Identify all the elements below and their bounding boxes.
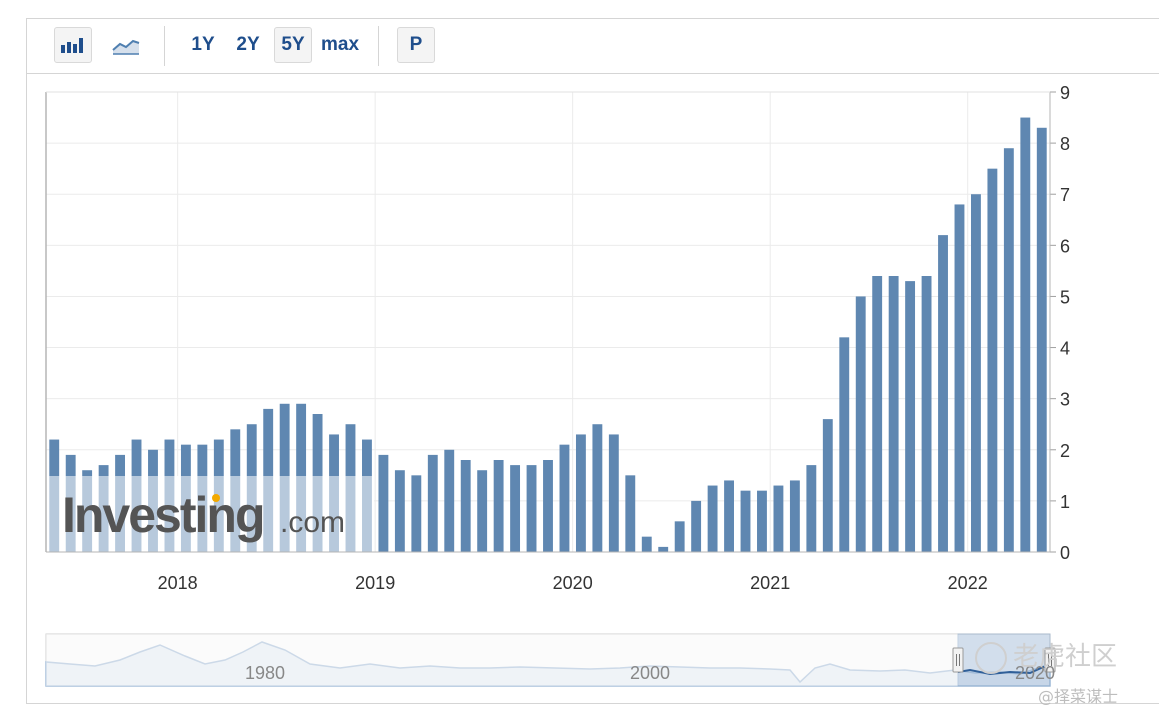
bar — [493, 460, 504, 552]
range-2y-label: 2Y — [236, 34, 260, 55]
bar — [822, 419, 833, 552]
x-axis-ticks: 2018 2019 2020 2021 2022 — [158, 573, 988, 593]
y-axis-ticks: 0 1 2 3 4 5 6 7 8 9 — [1050, 83, 1070, 563]
bar — [625, 475, 636, 552]
bar — [1020, 117, 1031, 553]
bar — [559, 444, 570, 552]
range-max-button[interactable]: max — [316, 27, 364, 63]
range-5y-button[interactable]: 5Y — [274, 27, 312, 63]
bar — [839, 337, 850, 552]
y-tick-label: 8 — [1060, 134, 1070, 154]
bar — [394, 470, 405, 552]
bar — [987, 168, 998, 552]
toolbar-separator — [164, 26, 165, 66]
x-tick-label: 2020 — [553, 573, 593, 593]
investing-logo-suffix: .com — [280, 506, 345, 539]
bar — [872, 276, 883, 552]
range-1y-label: 1Y — [191, 34, 215, 55]
handle-watermark: @择菜谋士 — [1038, 687, 1119, 706]
bar — [543, 460, 553, 552]
investing-watermark-overlay — [46, 476, 374, 552]
y-tick-label: 1 — [1060, 492, 1070, 512]
y-tick-label: 9 — [1060, 83, 1070, 103]
chart-axes — [45, 91, 1051, 553]
brand-cn-text: 老虎社区 — [1013, 642, 1118, 672]
bar — [691, 500, 702, 552]
toolbar-separator — [378, 26, 379, 66]
bar — [427, 454, 438, 552]
bar — [757, 490, 767, 552]
x-tick-label: 2018 — [158, 573, 198, 593]
bar — [855, 296, 866, 552]
navigator-handle — [952, 647, 964, 673]
bar — [970, 194, 981, 552]
navigator-unselected-area — [46, 634, 958, 686]
bar — [592, 424, 603, 552]
navigator-label: 2020 — [1015, 663, 1055, 683]
brand-watermark: 老虎社区 — [975, 636, 1117, 674]
bar — [575, 434, 586, 552]
x-tick-label: 2021 — [750, 573, 790, 593]
y-tick-label: 5 — [1060, 287, 1070, 307]
range-1y-button[interactable]: 1Y — [184, 27, 222, 63]
bar — [674, 521, 685, 552]
bar — [608, 434, 619, 552]
bar — [526, 465, 537, 552]
watermark-overlay — [46, 476, 374, 552]
y-tick-label: 7 — [1060, 185, 1070, 205]
range-2y-button[interactable]: 2Y — [229, 27, 267, 63]
navigator-series — [45, 641, 1051, 687]
bar — [806, 465, 817, 552]
logo-dot — [212, 494, 220, 502]
bar — [921, 276, 932, 552]
bar — [411, 475, 422, 552]
bar — [938, 235, 948, 552]
navigator-handle — [1044, 647, 1056, 673]
investing-logo-text: Investing — [62, 487, 263, 543]
navigator: 1980 2000 2020 — [45, 633, 1056, 687]
p-label: P — [409, 34, 423, 55]
x-tick-label: 2022 — [948, 573, 988, 593]
bar — [773, 485, 784, 552]
y-tick-label: 4 — [1060, 339, 1070, 359]
bar-chart-button[interactable] — [54, 27, 92, 63]
bar — [905, 281, 916, 552]
range-max-label: max — [320, 34, 360, 55]
y-tick-label: 0 — [1060, 543, 1070, 563]
line-chart-icon — [112, 39, 140, 55]
bar-chart-icon — [61, 38, 83, 53]
bar — [707, 485, 718, 552]
bar — [378, 454, 389, 552]
bar — [641, 536, 652, 552]
navigator-label: 1980 — [245, 663, 285, 683]
bar — [460, 460, 471, 552]
y-tick-label: 6 — [1060, 236, 1070, 256]
bar — [658, 546, 669, 552]
bar — [477, 470, 488, 552]
y-tick-label: 2 — [1060, 441, 1070, 461]
bar — [724, 480, 734, 552]
bar — [888, 276, 899, 552]
bar — [1003, 148, 1014, 552]
y-tick-label: 3 — [1060, 390, 1070, 410]
navigator-label: 2000 — [630, 663, 670, 683]
p-button[interactable]: P — [397, 27, 435, 63]
line-chart-button[interactable] — [106, 27, 146, 63]
bar — [789, 480, 800, 552]
chart-toolbar: 1Y 2Y 5Y max P — [26, 18, 1159, 74]
bar — [954, 204, 965, 552]
investing-logo: Investing .com — [62, 487, 345, 543]
range-5y-label: 5Y — [281, 34, 305, 55]
x-tick-label: 2019 — [355, 573, 395, 593]
chart-frame — [26, 18, 1159, 704]
bar — [740, 490, 751, 552]
navigator-selected-series — [957, 663, 1051, 676]
bar — [1036, 127, 1047, 553]
bar — [510, 465, 521, 552]
tiger-icon — [975, 641, 1007, 674]
bar — [444, 449, 455, 552]
